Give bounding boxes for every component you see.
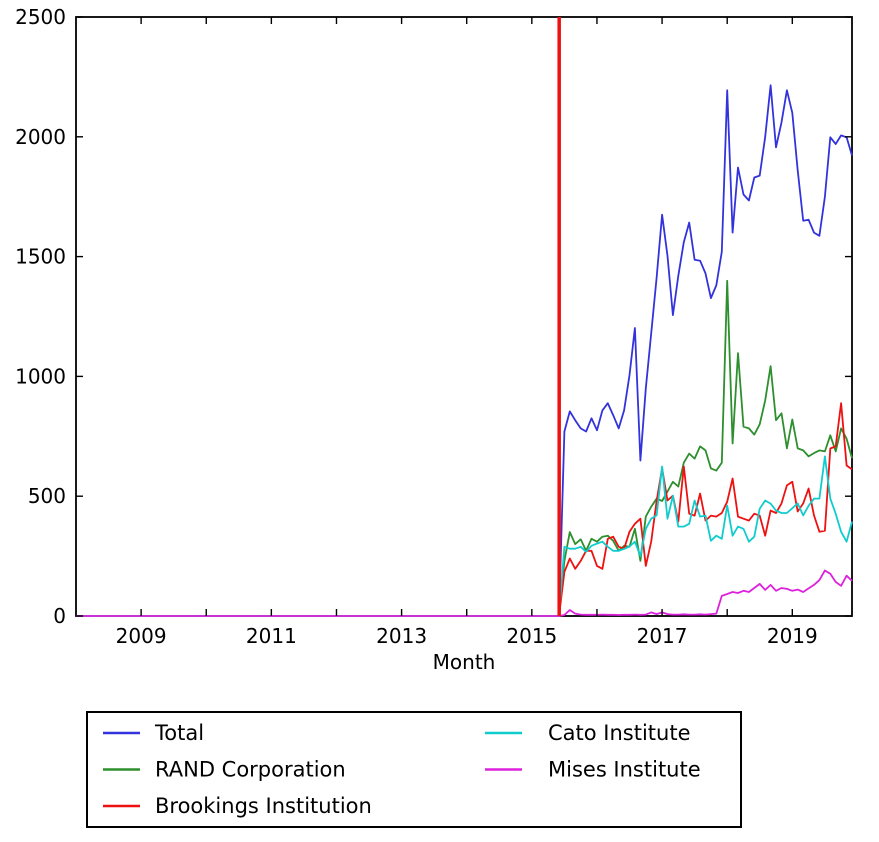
legend-item-rand: RAND Corporation [103, 758, 346, 782]
legend-item-cato: Cato Institute [485, 721, 691, 745]
legend-box [86, 711, 742, 828]
series-line-rand-corporation [76, 279, 853, 617]
legend-label-total: Total [154, 721, 204, 745]
x-axis-label: Month [433, 650, 496, 674]
x-tick-label: 2017 [637, 624, 688, 648]
y-tick-label: 0 [53, 604, 66, 628]
x-tick-label: 2009 [116, 624, 167, 648]
axis-tick-labels: 0 500 1000 1500 2000 2500 2009 2011 2013 2015 2017… [15, 5, 818, 648]
x-tick-label: 2013 [376, 624, 427, 648]
x-tick-label: 2015 [506, 624, 557, 648]
legend-label-mises: Mises Institute [548, 758, 701, 782]
y-tick-label: 500 [28, 484, 66, 508]
x-tick-label: 2011 [246, 624, 297, 648]
y-tick-label: 2500 [15, 5, 66, 29]
legend-label-cato: Cato Institute [548, 721, 691, 745]
series-line-total [76, 84, 853, 617]
y-tick-label: 2000 [15, 125, 66, 149]
legend-item-total: Total [103, 721, 204, 745]
series-lines [76, 84, 853, 617]
legend-item-mises: Mises Institute [485, 758, 701, 782]
legend: Total RAND Corporation Brookings Institu… [86, 711, 742, 828]
legend-item-brookings: Brookings Institution [103, 794, 372, 818]
series-line-brookings-institution [76, 402, 853, 617]
y-tick-label: 1000 [15, 364, 66, 388]
y-tick-label: 1500 [15, 245, 66, 269]
x-tick-label: 2019 [767, 624, 818, 648]
legend-label-rand: RAND Corporation [155, 758, 346, 782]
series-line-mises-institute [76, 569, 853, 617]
plot-area [75, 16, 853, 617]
legend-label-brookings: Brookings Institution [155, 794, 372, 818]
axis-ticks [76, 16, 852, 617]
